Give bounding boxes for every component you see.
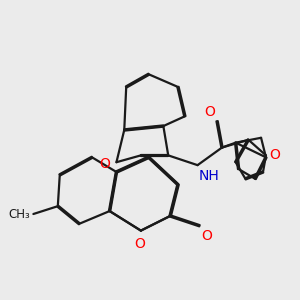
Text: O: O [134,237,145,251]
Text: O: O [201,229,212,243]
Text: CH₃: CH₃ [8,208,30,220]
Text: O: O [269,148,280,162]
Text: O: O [204,105,215,119]
Text: NH: NH [198,169,219,183]
Text: O: O [99,157,110,171]
